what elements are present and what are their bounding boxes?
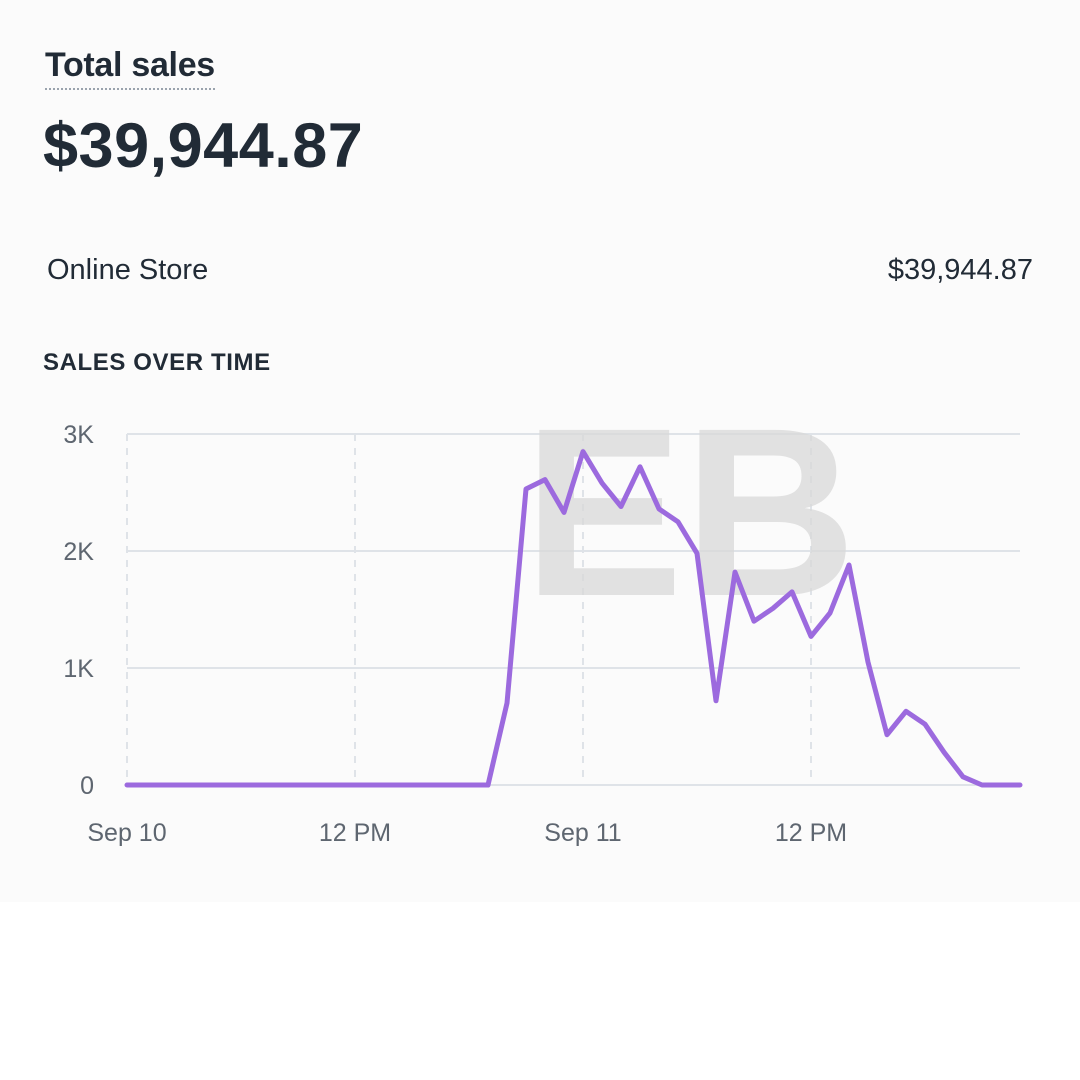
total-sales-value: $39,944.87 — [43, 111, 364, 181]
sales-over-time-heading: SALES OVER TIME — [43, 349, 271, 376]
x-tick-label: Sep 10 — [87, 819, 166, 847]
y-tick-label: 3K — [63, 421, 94, 449]
channel-breakdown-row: Online Store $39,944.87 — [47, 254, 1033, 287]
x-tick-label: Sep 11 — [544, 819, 621, 847]
x-tick-label: 12 PM — [319, 819, 391, 847]
y-tick-label: 2K — [63, 538, 94, 566]
total-sales-title[interactable]: Total sales — [45, 46, 215, 90]
channel-label: Online Store — [47, 254, 209, 286]
y-tick-label: 0 — [80, 772, 94, 800]
sales-series-line — [124, 449, 1023, 788]
sales-card: Total sales $39,944.87 Online Store $39,… — [43, 46, 1033, 847]
y-tick-label: 1K — [63, 655, 94, 683]
sales-over-time-chart: 0 1K 2K 3K Sep 10 12 PM Sep 11 12 PM EB — [63, 400, 1023, 847]
watermark: EB — [523, 400, 856, 646]
channel-value: $39,944.87 — [887, 254, 1033, 286]
x-tick-label: 12 PM — [775, 819, 847, 847]
